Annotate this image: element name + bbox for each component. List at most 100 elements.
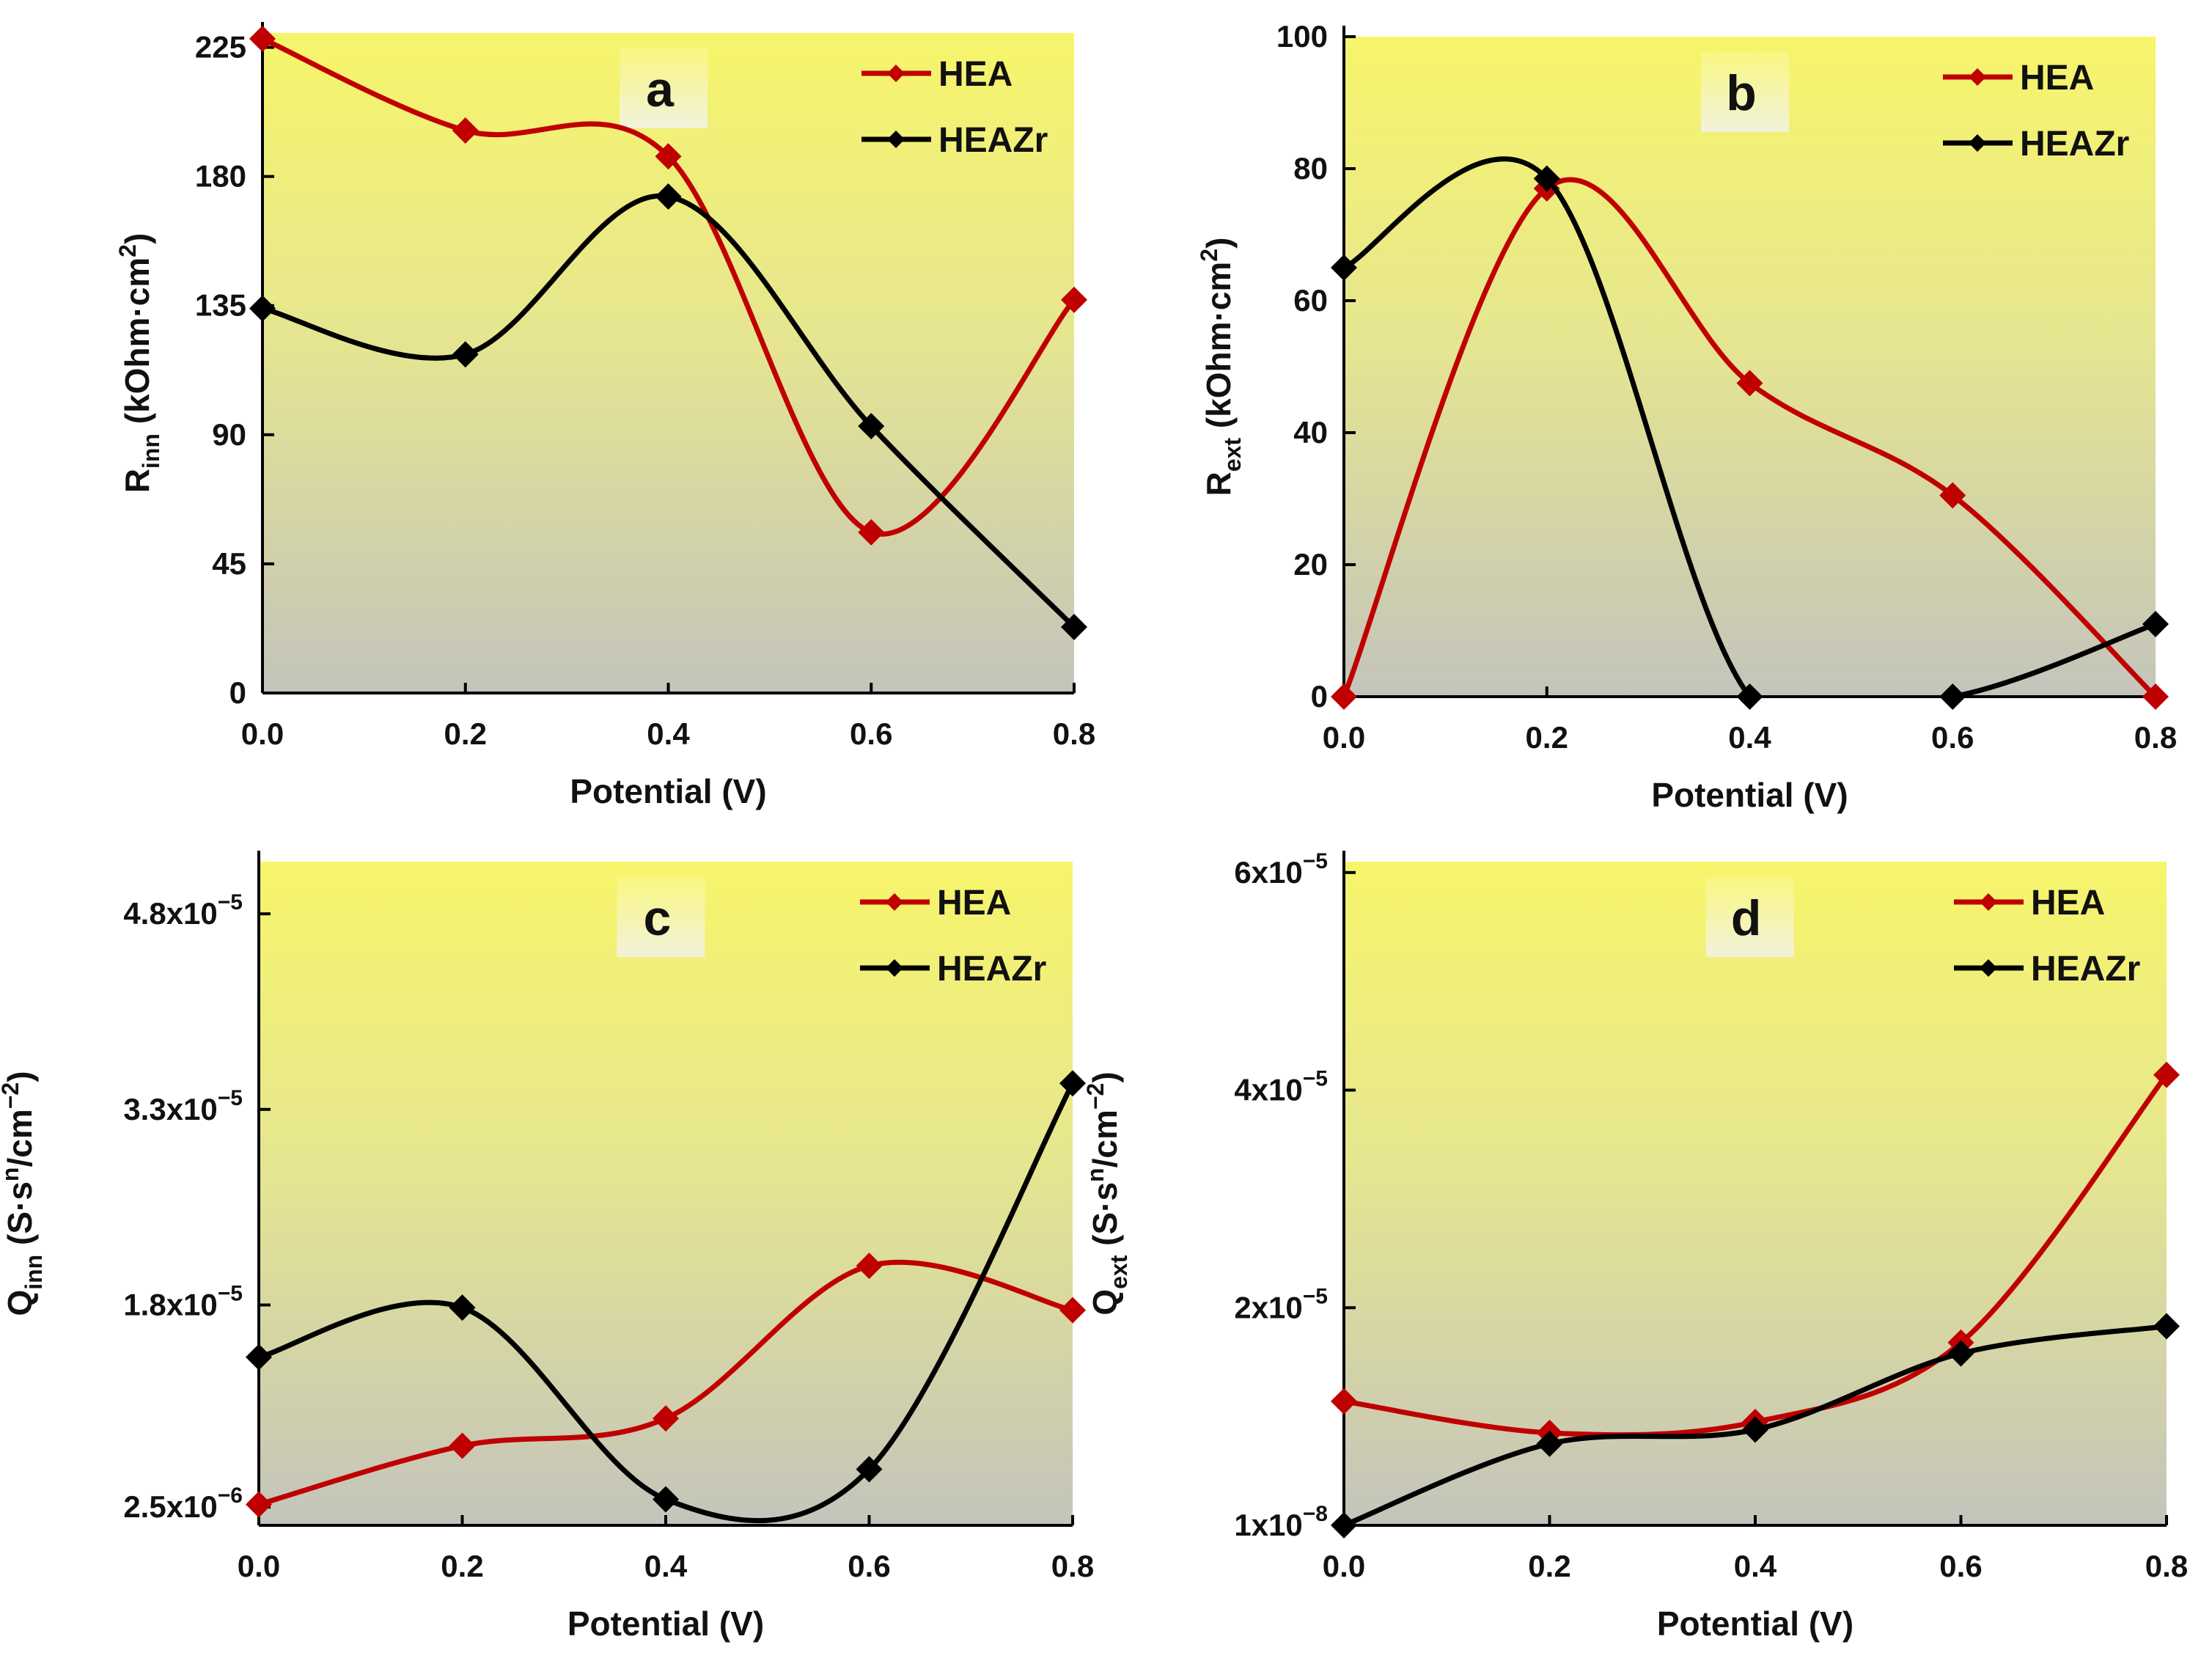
legend-marker bbox=[887, 131, 905, 148]
x-tick-label: 0.0 bbox=[1323, 1549, 1365, 1583]
data-point-hea bbox=[856, 1253, 883, 1280]
legend-label: HEAZr bbox=[937, 950, 1046, 989]
y-tick-label: 3.3x10−5 bbox=[123, 1086, 243, 1126]
y-tick-label: 4x10−5 bbox=[1234, 1067, 1328, 1107]
panel-label: c bbox=[643, 890, 671, 946]
x-tick-label: 0.0 bbox=[1323, 720, 1365, 755]
x-axis-label: Potential (V) bbox=[1657, 1605, 1853, 1643]
data-point-hea bbox=[249, 25, 276, 52]
data-point-hea bbox=[653, 1405, 679, 1432]
data-point-heazr bbox=[2153, 1313, 2180, 1340]
data-point-hea bbox=[1331, 1387, 1357, 1415]
x-tick-label: 0.8 bbox=[2134, 720, 2177, 755]
x-tick-label: 0.6 bbox=[850, 716, 892, 751]
x-axis-label: Potential (V) bbox=[570, 772, 766, 810]
legend-marker bbox=[1980, 959, 1997, 977]
data-point-hea bbox=[1736, 370, 1763, 397]
x-tick-label: 0.0 bbox=[241, 716, 284, 751]
series-line-heazr bbox=[258, 1082, 1076, 1524]
y-tick-label: 4.8x10−5 bbox=[123, 890, 243, 931]
data-point-hea bbox=[449, 1432, 476, 1459]
y-tick-label: 0 bbox=[1311, 679, 1328, 714]
x-tick-label: 0.4 bbox=[647, 716, 690, 751]
legend-label: HEAZr bbox=[2020, 125, 2129, 164]
x-tick-label: 0.2 bbox=[441, 1549, 483, 1583]
y-axis-label: Qext (S·sn/cm−2) bbox=[1082, 1071, 1132, 1315]
x-tick-label: 0.8 bbox=[1051, 1549, 1094, 1583]
data-point-heazr bbox=[452, 341, 479, 368]
data-point-hea bbox=[1061, 286, 1087, 313]
y-tick-label: 60 bbox=[1293, 283, 1328, 318]
x-tick-label: 0.4 bbox=[1734, 1549, 1777, 1583]
y-tick-label: 0 bbox=[229, 675, 246, 710]
data-point-heazr bbox=[246, 1343, 272, 1371]
legend-marker bbox=[886, 959, 903, 977]
series-line-hea bbox=[1343, 1073, 2169, 1438]
y-tick-label: 80 bbox=[1293, 151, 1328, 186]
panel-c: 2.5x10−6 1.8x10−5 3.3x10−5 4.8x10−5 0.0 0.2 0.… bbox=[0, 851, 1094, 1643]
x-tick-label: 0.2 bbox=[1528, 1549, 1570, 1583]
data-point-hea bbox=[1059, 1297, 1086, 1324]
y-tick-label: 180 bbox=[195, 159, 246, 194]
y-tick-label: 100 bbox=[1276, 19, 1328, 54]
y-axis-label: Qinn (S·sn/cm−2) bbox=[0, 1071, 47, 1316]
data-point-hea bbox=[1331, 683, 1357, 710]
data-point-heazr bbox=[1331, 1511, 1357, 1539]
legend-marker bbox=[1980, 893, 1997, 911]
x-tick-label: 0.6 bbox=[848, 1549, 890, 1583]
y-tick-label: 1x10−8 bbox=[1234, 1502, 1328, 1542]
data-point-heazr bbox=[653, 1486, 679, 1513]
data-point-heazr bbox=[1742, 1416, 1768, 1443]
panel-label: b bbox=[1726, 65, 1757, 121]
y-tick-label: 20 bbox=[1293, 547, 1328, 582]
data-point-heazr bbox=[1939, 683, 1966, 710]
x-tick-label: 0.8 bbox=[2145, 1549, 2188, 1583]
panel-b: 0 20 40 60 80 100 0.0 0.2 0.4 0.6 0.8 Potential (V)… bbox=[1196, 19, 2177, 814]
y-tick-label: 135 bbox=[195, 288, 246, 323]
y-axis-label: Rext (kOhm·cm2) bbox=[1196, 238, 1246, 496]
legend-label: HEAZr bbox=[2031, 950, 2140, 989]
x-tick-label: 0.8 bbox=[1053, 716, 1095, 751]
y-tick-label: 45 bbox=[212, 546, 246, 581]
y-tick-label: 40 bbox=[1293, 415, 1328, 450]
data-point-hea bbox=[452, 117, 479, 144]
x-tick-label: 0.6 bbox=[1931, 720, 1974, 755]
data-point-heazr bbox=[249, 295, 276, 322]
data-point-hea bbox=[246, 1491, 272, 1518]
x-tick-label: 0.6 bbox=[1939, 1549, 1982, 1583]
y-tick-label: 90 bbox=[212, 417, 246, 452]
legend-label: HEA bbox=[2020, 59, 2094, 98]
y-tick-label: 225 bbox=[195, 30, 246, 65]
x-tick-label: 0.2 bbox=[1526, 720, 1568, 755]
data-point-heazr bbox=[449, 1294, 476, 1321]
x-tick-label: 0.4 bbox=[1728, 720, 1771, 755]
panel-label: a bbox=[646, 62, 675, 117]
series-line-hea bbox=[1341, 177, 2158, 697]
legend-label: HEAZr bbox=[938, 121, 1048, 160]
data-point-hea bbox=[1939, 482, 1966, 509]
data-point-heazr bbox=[1736, 683, 1763, 710]
legend-label: HEA bbox=[937, 884, 1011, 923]
data-point-heazr bbox=[1059, 1070, 1086, 1097]
panel-label: d bbox=[1731, 890, 1762, 946]
legend-label: HEA bbox=[2031, 884, 2105, 923]
legend-marker bbox=[1969, 134, 1986, 152]
x-tick-label: 0.4 bbox=[644, 1549, 688, 1583]
data-point-heazr bbox=[1533, 165, 1560, 192]
panel-a: 0 45 90 135 180 225 0.0 0.2 0.4 0.6 0.8 Potential (… bbox=[114, 22, 1095, 810]
data-point-heazr bbox=[655, 183, 682, 210]
data-point-hea bbox=[858, 518, 885, 546]
data-point-hea bbox=[2153, 1061, 2180, 1088]
x-tick-label: 0.2 bbox=[444, 716, 487, 751]
legend-marker bbox=[886, 893, 903, 911]
panel-label-box bbox=[617, 876, 705, 957]
legend-marker bbox=[1969, 68, 1986, 86]
y-tick-label: 6x10−5 bbox=[1234, 849, 1328, 890]
plot-area bbox=[1344, 37, 2156, 697]
y-tick-label: 2.5x10−6 bbox=[123, 1484, 243, 1524]
y-tick-label: 1.8x10−5 bbox=[123, 1282, 243, 1322]
data-point-heazr bbox=[858, 413, 885, 440]
x-tick-label: 0.0 bbox=[238, 1549, 280, 1583]
x-axis-label: Potential (V) bbox=[567, 1605, 764, 1643]
